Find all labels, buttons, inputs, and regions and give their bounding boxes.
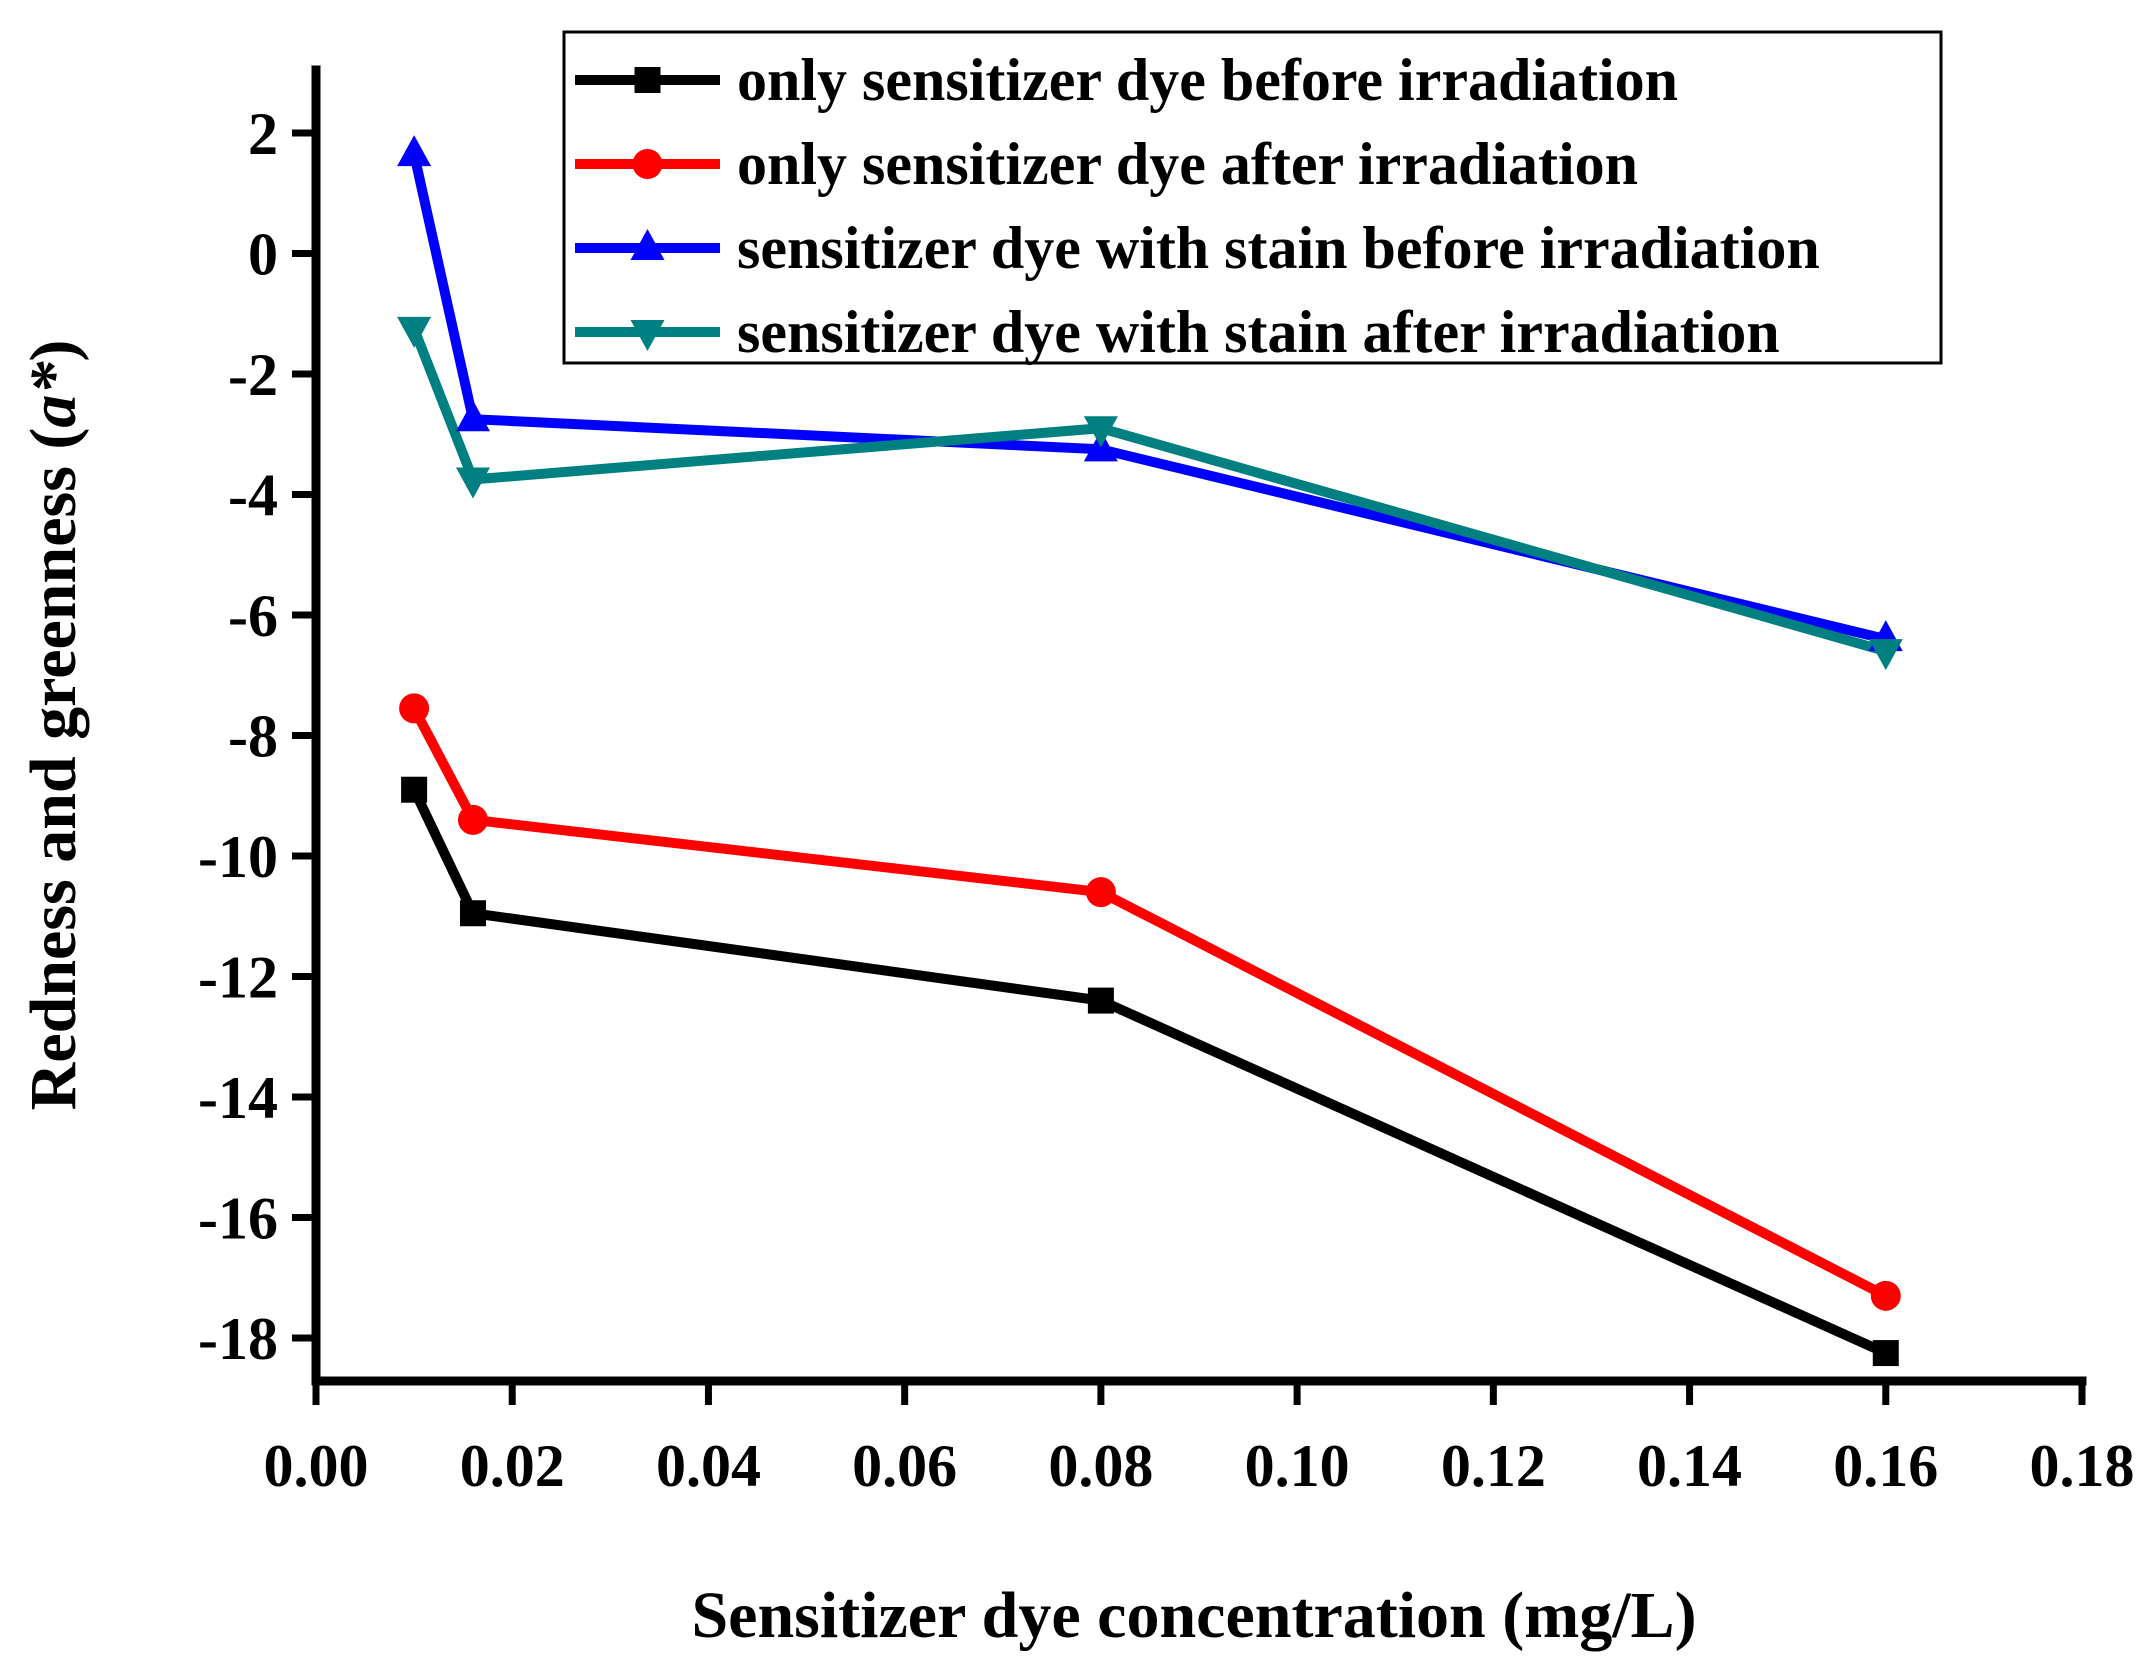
series-lines-layer	[409, 153, 1889, 1358]
data-point-sensitizer-dye-with-stain-before-irradiation	[455, 400, 490, 432]
legend-marker-only-sensitizer-dye-after-irradiation	[632, 149, 663, 179]
data-point-only-sensitizer-dye-before-irradiation	[401, 776, 428, 803]
y-axis-title-end: )	[17, 340, 90, 362]
data-point-sensitizer-dye-with-stain-after-irradiation	[455, 467, 490, 499]
legend-marker-sensitizer-dye-with-stain-after-irradiation	[630, 320, 665, 351]
y-tick-label: -12	[198, 945, 278, 1011]
series-line-only-sensitizer-dye-after-irradiation	[409, 706, 1889, 1301]
series-line-sensitizer-dye-with-stain-after-irradiation	[409, 326, 1888, 656]
y-tick-label: -6	[228, 583, 278, 649]
data-point-only-sensitizer-dye-after-irradiation	[457, 804, 488, 835]
legend: only sensitizer dye before irradiation on…	[562, 30, 1943, 365]
x-tick-label: 0.02	[460, 1433, 565, 1499]
y-tick-label: -18	[198, 1306, 278, 1372]
x-axis-title: Sensitizer dye concentration (mg/L)	[691, 1579, 1696, 1652]
series-line-only-sensitizer-dye-before-irradiation	[409, 787, 1888, 1358]
y-axis-title-italic: a*	[17, 361, 90, 428]
data-point-sensitizer-dye-with-stain-after-irradiation	[1083, 416, 1118, 448]
x-tick-label: 0.06	[852, 1433, 957, 1499]
x-tick-label: 0.00	[264, 1433, 369, 1499]
y-tick-label: 2	[248, 101, 278, 167]
data-point-only-sensitizer-dye-before-irradiation	[1087, 987, 1114, 1014]
y-axis-ticks: 2 0 -2 -4 -6 -8 -10 -12 -14 -16 -18	[198, 101, 316, 1372]
y-tick-label: -2	[228, 342, 278, 408]
y-axis-title-main: Redness and greenness (	[17, 428, 90, 1111]
y-tick-label: -14	[198, 1065, 278, 1131]
data-point-only-sensitizer-dye-before-irradiation	[459, 900, 486, 927]
legend-marker-sensitizer-dye-with-stain-before-irradiation	[630, 229, 665, 260]
x-tick-label: 0.18	[2030, 1433, 2135, 1499]
x-tick-label: 0.10	[1245, 1433, 1350, 1499]
x-tick-label: 0.12	[1441, 1433, 1546, 1499]
legend-items: only sensitizer dye before irradiation on…	[575, 47, 1820, 365]
x-tick-label: 0.08	[1048, 1433, 1153, 1499]
data-point-only-sensitizer-dye-after-irradiation	[1085, 877, 1116, 908]
y-tick-label: 0	[248, 222, 278, 288]
y-tick-label: -10	[198, 824, 278, 890]
data-point-only-sensitizer-dye-after-irradiation	[1870, 1280, 1901, 1311]
legend-label-only-sensitizer-dye-after-irradiation: only sensitizer dye after irradiation	[737, 131, 1638, 197]
legend-marker-only-sensitizer-dye-before-irradiation	[634, 67, 661, 93]
x-tick-label: 0.14	[1637, 1433, 1742, 1499]
data-point-sensitizer-dye-with-stain-before-irradiation	[397, 135, 432, 167]
x-tick-label: 0.04	[656, 1433, 761, 1499]
y-tick-label: -16	[198, 1186, 278, 1252]
data-point-only-sensitizer-dye-after-irradiation	[399, 693, 430, 724]
legend-label-only-sensitizer-dye-before-irradiation: only sensitizer dye before irradiation	[737, 47, 1678, 113]
data-point-sensitizer-dye-with-stain-after-irradiation	[1868, 639, 1903, 671]
y-tick-label: -8	[228, 704, 278, 770]
legend-label-sensitizer-dye-with-stain-after-irradiation: sensitizer dye with stain after irradiat…	[737, 299, 1780, 365]
data-point-only-sensitizer-dye-before-irradiation	[1872, 1340, 1899, 1367]
legend-box	[562, 30, 1943, 365]
series-markers-layer	[397, 135, 1903, 1367]
x-tick-label: 0.16	[1833, 1433, 1938, 1499]
legend-label-sensitizer-dye-with-stain-before-irradiation: sensitizer dye with stain before irradia…	[737, 215, 1820, 281]
data-point-sensitizer-dye-with-stain-after-irradiation	[397, 316, 432, 348]
y-axis-title: Redness and greenness (a*)	[17, 340, 90, 1111]
x-axis-ticks: 0.00 0.02 0.04 0.06 0.08 0.10 0.12 0.14 0.16 0.18	[264, 1381, 2135, 1499]
y-tick-label: -4	[228, 463, 278, 529]
